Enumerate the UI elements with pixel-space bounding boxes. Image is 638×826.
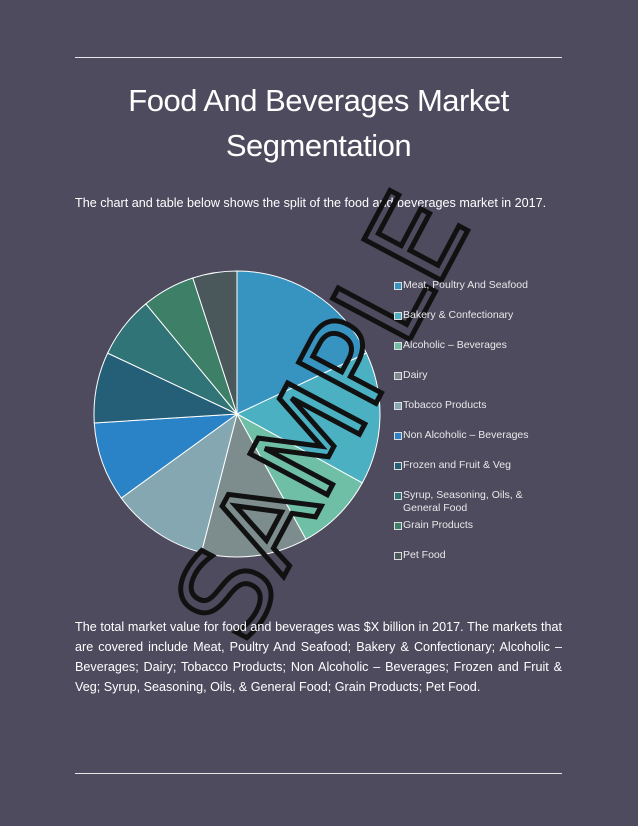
legend-item: Bakery & Confectionary: [394, 309, 554, 339]
page-title: Food And Beverages Market Segmentation: [128, 83, 509, 163]
legend-item: Tobacco Products: [394, 399, 554, 429]
legend-swatch: [394, 432, 402, 440]
bottom-rule: [75, 773, 562, 774]
legend-swatch: [394, 312, 402, 320]
legend-item: Dairy: [394, 369, 554, 399]
legend-label: Bakery & Confectionary: [403, 309, 514, 321]
legend-swatch: [394, 492, 402, 500]
legend-label: Pet Food: [403, 549, 446, 561]
legend-swatch: [394, 552, 402, 560]
legend-swatch: [394, 282, 402, 290]
pie-slice: [120, 412, 238, 554]
pie-slice: [236, 270, 368, 415]
legend-item: Syrup, Seasoning, Oils, & General Food: [394, 489, 554, 519]
legend-item: Non Alcoholic – Beverages: [394, 429, 554, 459]
legend-item: Alcoholic – Beverages: [394, 339, 554, 369]
pie-slice: [235, 412, 363, 540]
legend-label: Meat, Poultry And Seafood: [403, 279, 528, 291]
legend-label: Dairy: [403, 369, 428, 381]
legend-swatch: [394, 462, 402, 470]
legend-swatch: [394, 372, 402, 380]
intro-text: The chart and table below shows the spli…: [75, 196, 547, 210]
body-text: The total market value for food and beve…: [75, 620, 562, 694]
legend-item: Pet Food: [394, 549, 554, 579]
legend-swatch: [394, 522, 402, 530]
legend-label: Frozen and Fruit & Veg: [403, 459, 511, 471]
legend-item: Grain Products: [394, 519, 554, 549]
pie-slice: [93, 413, 239, 499]
legend: Meat, Poultry And Seafood Bakery & Confec…: [394, 279, 554, 579]
legend-swatch: [394, 342, 402, 350]
legend-label: Alcoholic – Beverages: [403, 339, 507, 351]
legend-label: Syrup, Seasoning, Oils, & General Food: [403, 489, 523, 514]
legend-item: Meat, Poultry And Seafood: [394, 279, 554, 309]
pie-slice: [192, 270, 238, 415]
pie-slice: [200, 412, 307, 558]
legend-item: Frozen and Fruit & Veg: [394, 459, 554, 489]
legend-label: Grain Products: [403, 519, 474, 531]
legend-label: Tobacco Products: [403, 399, 487, 411]
pie-slice: [235, 352, 381, 484]
top-rule: [75, 57, 562, 58]
legend-swatch: [394, 402, 402, 410]
legend-label: Non Alcoholic – Beverages: [403, 429, 529, 441]
